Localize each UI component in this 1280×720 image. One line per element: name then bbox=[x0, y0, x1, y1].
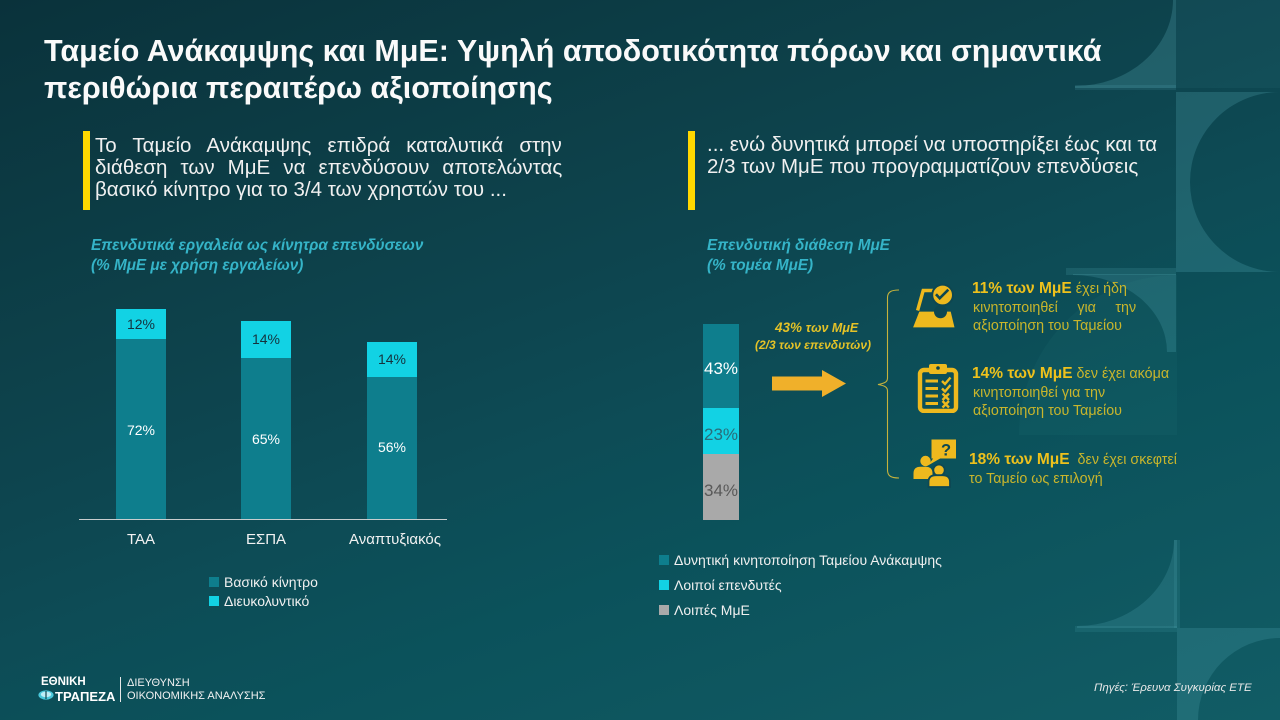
svg-text:?: ? bbox=[941, 442, 951, 460]
